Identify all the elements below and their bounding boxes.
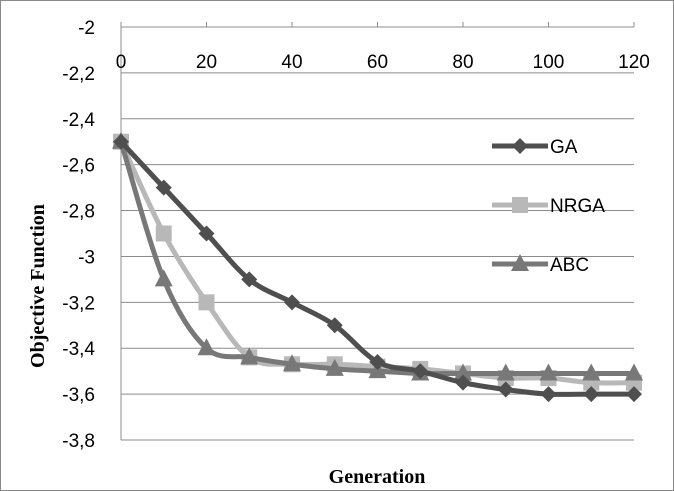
data-point-ga bbox=[198, 225, 215, 242]
y-tick-label: -2 bbox=[78, 18, 95, 39]
y-tick-label: -3,6 bbox=[62, 385, 95, 406]
data-point-abc bbox=[283, 354, 301, 372]
legend-item-abc: ABC bbox=[492, 254, 589, 276]
y-tick-label: -3,8 bbox=[62, 431, 95, 452]
legend-marker bbox=[512, 138, 528, 154]
x-tick-label: 60 bbox=[367, 52, 388, 73]
data-point-nrga bbox=[155, 225, 172, 242]
x-tick-labels: 0 20 40 60 80 100 120 bbox=[116, 52, 650, 73]
x-axis-title: Generation bbox=[329, 466, 426, 488]
x-tick-label: 40 bbox=[281, 52, 302, 73]
x-tick-label: 100 bbox=[533, 52, 565, 73]
data-point-abc bbox=[454, 363, 472, 381]
series-ga bbox=[113, 133, 642, 403]
y-tick-label: -2,6 bbox=[62, 156, 95, 177]
data-point-abc bbox=[154, 269, 173, 287]
data-point-abc bbox=[539, 363, 558, 381]
data-point-abc bbox=[197, 338, 216, 356]
legend-item-nrga: NRGA bbox=[492, 196, 605, 217]
legend: GA NRGA ABC bbox=[492, 137, 605, 276]
legend-label: NRGA bbox=[550, 196, 605, 217]
series-layer bbox=[112, 131, 643, 403]
data-point-ga bbox=[369, 353, 386, 370]
y-tick-label: -3 bbox=[78, 247, 95, 268]
y-axis-title: Objective Function bbox=[27, 204, 49, 368]
legend-marker bbox=[511, 254, 529, 271]
data-point-ga bbox=[241, 271, 258, 288]
x-tick-label: 120 bbox=[618, 52, 650, 73]
data-point-ga bbox=[284, 294, 300, 311]
data-point-abc bbox=[582, 363, 601, 381]
data-point-ga bbox=[540, 386, 557, 403]
y-tick-labels: -2 -2,2 -2,4 -2,6 -2,8 -3 -3,2 -3,4 -3,6 -3,8 bbox=[62, 18, 95, 452]
legend-marker bbox=[512, 197, 528, 213]
y-tick-label: -2,2 bbox=[62, 64, 95, 85]
x-tick-label: 0 bbox=[116, 52, 127, 73]
y-tick-label: -3,2 bbox=[62, 293, 95, 314]
y-tick-label: -2,4 bbox=[62, 110, 95, 131]
data-point-abc bbox=[625, 363, 643, 381]
x-tick-label: 80 bbox=[452, 52, 473, 73]
data-point-ga bbox=[455, 374, 471, 391]
data-point-ga bbox=[412, 363, 429, 380]
y-tick-label: -3,4 bbox=[62, 339, 95, 360]
x-tick-label: 20 bbox=[196, 52, 217, 73]
data-point-ga bbox=[626, 386, 642, 403]
data-point-ga bbox=[583, 386, 600, 403]
legend-label: ABC bbox=[550, 255, 589, 276]
legend-label: GA bbox=[550, 137, 578, 158]
data-point-abc bbox=[325, 358, 344, 376]
gridlines bbox=[120, 22, 635, 441]
data-point-abc bbox=[240, 347, 259, 365]
data-point-ga bbox=[326, 317, 343, 334]
legend-item-ga: GA bbox=[492, 137, 578, 158]
data-point-ga bbox=[497, 381, 514, 398]
data-point-ga bbox=[155, 179, 172, 196]
data-point-abc bbox=[496, 363, 515, 381]
data-point-nrga bbox=[198, 294, 215, 311]
y-tick-label: -2,8 bbox=[62, 202, 95, 223]
data-point-ga bbox=[113, 133, 129, 150]
